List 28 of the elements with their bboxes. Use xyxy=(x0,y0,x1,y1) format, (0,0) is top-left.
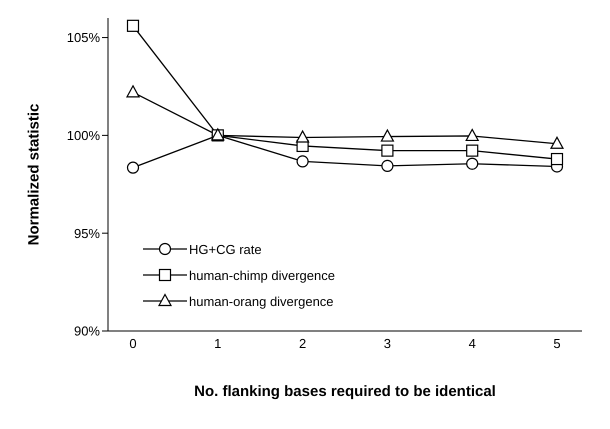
point xyxy=(466,144,478,157)
x-tick-label: 5 xyxy=(553,336,561,352)
point xyxy=(126,85,140,98)
point xyxy=(381,160,394,172)
x-tick-label: 1 xyxy=(214,336,222,352)
point xyxy=(550,136,564,149)
x-tick-label: 0 xyxy=(129,336,137,352)
y-tick-label: 105% xyxy=(66,30,100,46)
legend-label: human-orang divergence xyxy=(189,294,334,308)
point xyxy=(126,20,140,32)
point xyxy=(550,152,564,166)
point xyxy=(381,144,394,157)
x-axis-title: No. flanking bases required to be identical xyxy=(194,383,496,400)
x-tick-label: 2 xyxy=(298,336,306,352)
y-tick-label: 90% xyxy=(74,324,100,339)
legend-label: HG+CG rate xyxy=(189,242,262,256)
point xyxy=(126,162,140,174)
point xyxy=(466,158,478,170)
x-tick-label: 4 xyxy=(468,336,476,352)
point xyxy=(380,129,394,142)
point xyxy=(296,155,309,168)
legend-label: human-chimp divergence xyxy=(189,268,335,282)
x-tick-label: 3 xyxy=(384,336,392,352)
point xyxy=(466,128,479,142)
y-tick-label: 95% xyxy=(74,226,100,241)
y-axis-title: Normalized statistic xyxy=(25,104,42,246)
point xyxy=(296,130,310,143)
y-tick-label: 100% xyxy=(66,128,100,143)
